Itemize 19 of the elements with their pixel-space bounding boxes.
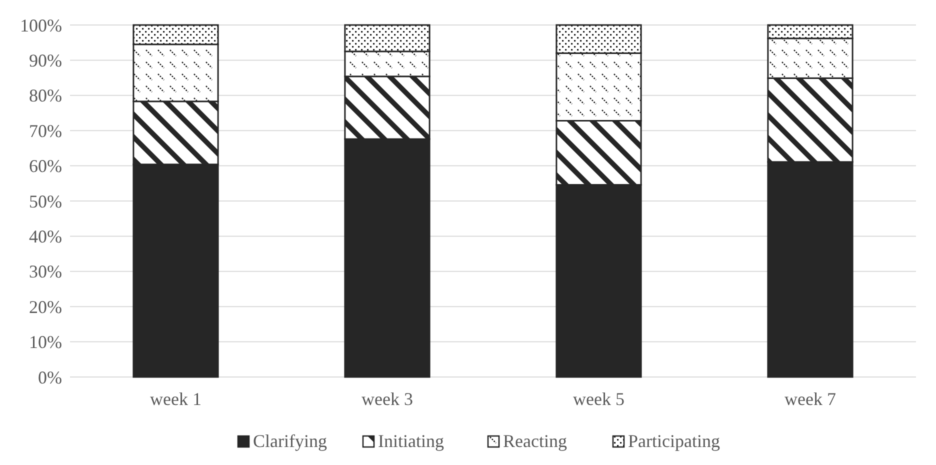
legend-label: Clarifying	[253, 431, 327, 451]
x-tick-label: week 3	[362, 389, 413, 409]
legend-label: Initiating	[378, 431, 444, 451]
y-tick-label: 40%	[29, 226, 62, 246]
y-tick-label: 60%	[29, 156, 62, 176]
y-tick-label: 80%	[29, 86, 62, 106]
legend-label: Reacting	[503, 431, 567, 451]
y-tick-label: 70%	[29, 120, 62, 141]
y-tick-label: 20%	[29, 296, 62, 317]
y-tick-label: 10%	[29, 332, 62, 352]
y-tick-label: 90%	[29, 50, 62, 70]
y-tick-label: 50%	[29, 191, 62, 212]
legend-label: Participating	[628, 431, 720, 451]
x-tick-label: week 5	[573, 389, 624, 409]
x-tick-label: week 7	[784, 389, 836, 409]
y-tick-label: 30%	[29, 262, 62, 282]
y-tick-label: 100%	[20, 15, 62, 36]
y-tick-label: 0%	[38, 367, 62, 388]
x-tick-label: week 1	[150, 389, 202, 409]
